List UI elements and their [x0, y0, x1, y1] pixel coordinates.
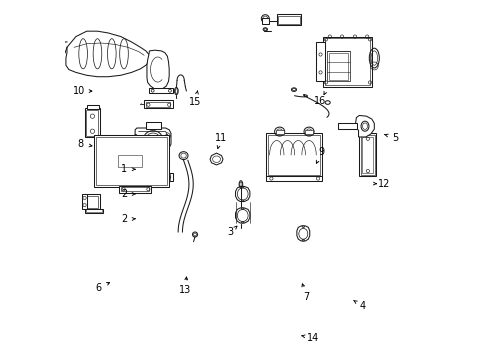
- Text: 15: 15: [189, 97, 201, 107]
- Bar: [86, 209, 102, 212]
- Bar: [144, 173, 172, 181]
- Bar: [85, 209, 102, 213]
- Text: 10: 10: [73, 86, 85, 96]
- Bar: [360, 135, 374, 175]
- Bar: [338, 123, 356, 129]
- Bar: [86, 105, 99, 109]
- Bar: [82, 194, 86, 210]
- Ellipse shape: [261, 15, 269, 23]
- Bar: [85, 108, 100, 137]
- Bar: [145, 122, 161, 129]
- Polygon shape: [140, 176, 142, 177]
- Bar: [275, 130, 283, 134]
- Polygon shape: [140, 104, 142, 105]
- Text: 6: 6: [95, 283, 102, 293]
- Bar: [276, 14, 301, 25]
- Bar: [144, 100, 172, 108]
- Bar: [94, 135, 169, 187]
- Polygon shape: [355, 116, 373, 137]
- Bar: [145, 174, 170, 180]
- Ellipse shape: [263, 28, 267, 31]
- Text: 13: 13: [179, 285, 191, 296]
- Polygon shape: [296, 226, 309, 241]
- Polygon shape: [66, 31, 149, 77]
- Bar: [149, 88, 172, 93]
- Bar: [86, 110, 98, 135]
- Text: 2: 2: [121, 189, 127, 199]
- Bar: [118, 155, 142, 167]
- Text: 1: 1: [121, 164, 127, 174]
- Polygon shape: [235, 186, 249, 202]
- Text: 16: 16: [314, 96, 326, 106]
- Bar: [119, 186, 151, 193]
- Bar: [328, 53, 348, 80]
- Bar: [304, 130, 312, 134]
- Bar: [326, 51, 349, 81]
- Bar: [86, 196, 98, 208]
- Bar: [145, 102, 170, 107]
- Text: 12: 12: [377, 179, 390, 189]
- Text: 2: 2: [121, 215, 127, 224]
- Polygon shape: [235, 208, 249, 223]
- Bar: [316, 42, 325, 81]
- Bar: [265, 176, 321, 181]
- Text: 7: 7: [303, 292, 309, 302]
- Bar: [267, 135, 319, 175]
- Bar: [278, 16, 299, 24]
- Text: 9: 9: [318, 147, 324, 157]
- Bar: [323, 37, 371, 87]
- Polygon shape: [135, 128, 171, 152]
- Text: 5: 5: [391, 133, 397, 143]
- Polygon shape: [210, 153, 223, 165]
- Bar: [265, 134, 321, 176]
- Bar: [121, 187, 149, 192]
- Bar: [359, 134, 376, 176]
- Text: 3: 3: [227, 227, 233, 237]
- Text: 14: 14: [306, 333, 318, 343]
- Text: 8: 8: [78, 139, 83, 149]
- Bar: [362, 137, 372, 173]
- Text: 4: 4: [359, 301, 365, 311]
- Bar: [96, 137, 167, 185]
- Text: 11: 11: [214, 133, 226, 143]
- Bar: [85, 194, 100, 210]
- Bar: [261, 18, 268, 24]
- Bar: [325, 39, 369, 85]
- Polygon shape: [147, 50, 169, 90]
